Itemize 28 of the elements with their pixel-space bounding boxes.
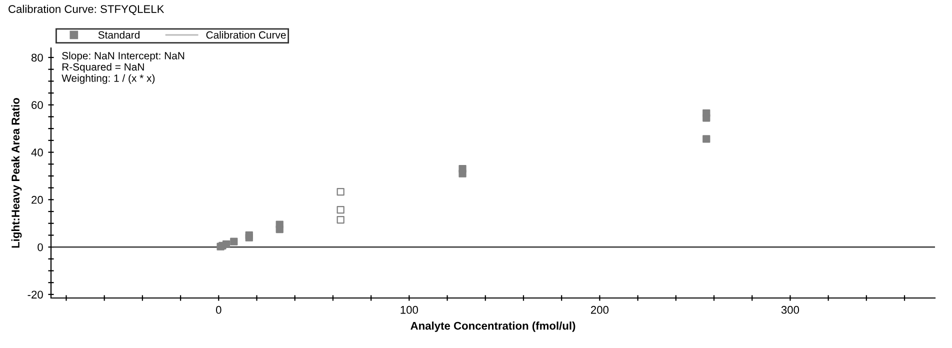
y-tick-label: 60	[32, 101, 43, 110]
point	[702, 135, 710, 143]
y-tick-label: -20	[28, 290, 43, 299]
x-tick-label: 200	[590, 306, 609, 314]
point	[458, 165, 466, 173]
legend-label: Standard	[98, 31, 140, 39]
y-tick-label: 20	[32, 196, 43, 204]
point	[336, 216, 344, 224]
x-axis-title: Analyte Concentration (fmol/ul)	[410, 322, 576, 332]
annotation: R-Squared = NaN	[62, 62, 144, 73]
y-tick-label: 0	[38, 243, 43, 252]
x-tick-label: 100	[400, 306, 418, 314]
annotation: Slope: NaN Intercept: NaN	[62, 52, 184, 62]
point	[276, 220, 284, 228]
y-axis-title: Light:Heavy Peak Area Ratio	[11, 98, 22, 248]
point	[230, 238, 238, 246]
point	[222, 240, 230, 248]
point	[245, 231, 253, 240]
annotation: Weighting: 1 / (x * x)	[62, 74, 155, 84]
y-tick-label: 80	[31, 54, 43, 62]
x-tick-label: 0	[216, 306, 222, 314]
legend-label: Calibration Curve	[206, 31, 286, 39]
point	[702, 109, 710, 117]
point	[336, 206, 344, 214]
point	[336, 188, 344, 196]
y-tick-label: 40	[31, 148, 43, 156]
x-tick-label: 300	[781, 306, 800, 314]
chart-title: Calibration Curve: STFYQLELK	[8, 4, 164, 15]
